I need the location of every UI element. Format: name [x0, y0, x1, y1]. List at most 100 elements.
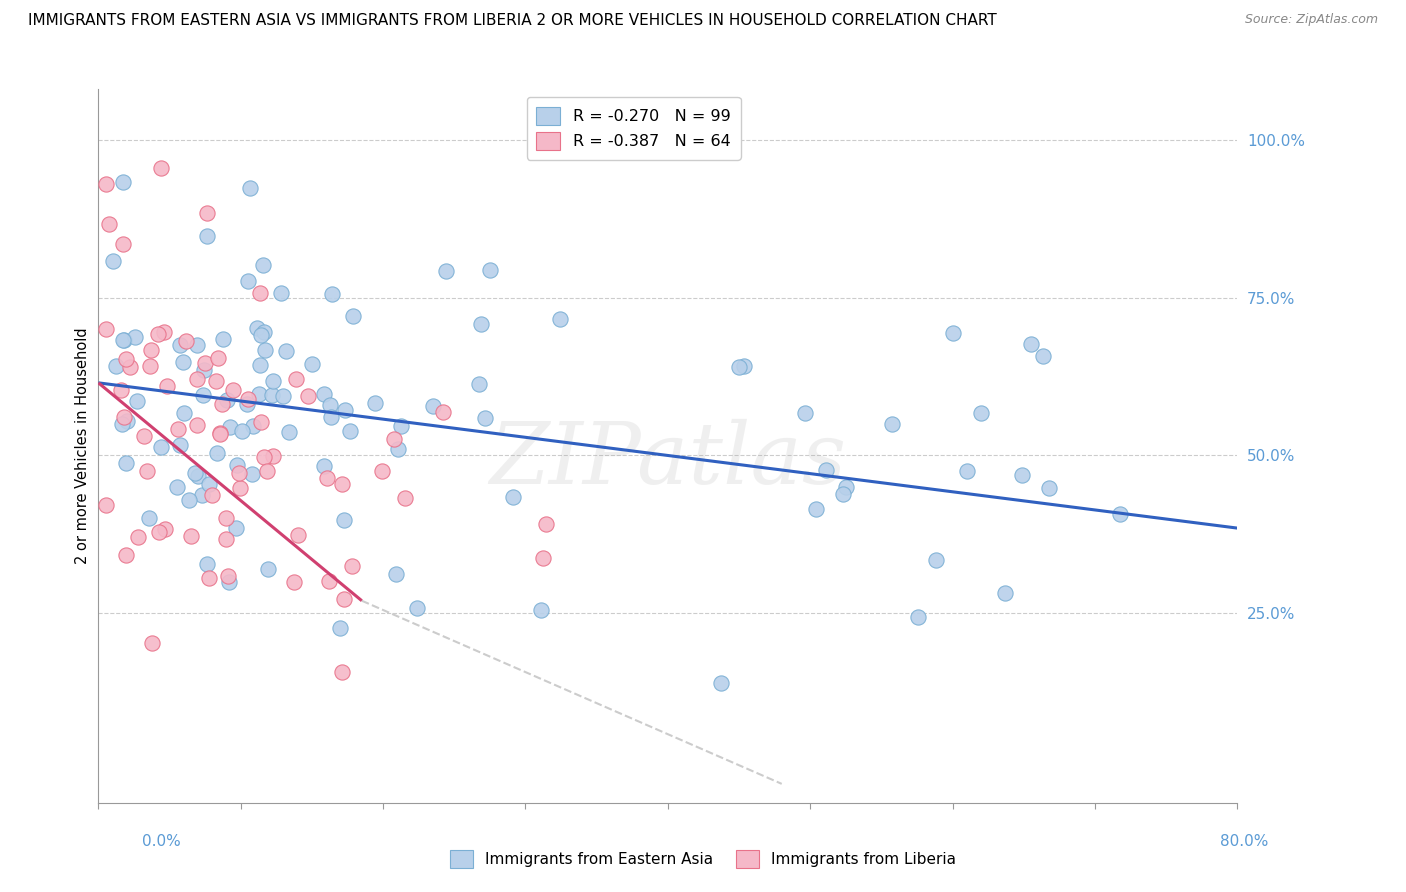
Point — [195, 228, 218, 243]
Point — [956, 464, 979, 478]
Point — [177, 493, 200, 508]
Point — [321, 286, 343, 301]
Point — [111, 417, 134, 431]
Point — [111, 175, 134, 189]
Point — [98, 217, 121, 231]
Point — [794, 406, 817, 420]
Point — [187, 468, 209, 483]
Text: IMMIGRANTS FROM EASTERN ASIA VS IMMIGRANTS FROM LIBERIA 2 OR MORE VEHICLES IN HO: IMMIGRANTS FROM EASTERN ASIA VS IMMIGRAN… — [28, 13, 997, 29]
Point — [180, 529, 202, 543]
Point — [339, 424, 361, 438]
Point — [215, 510, 238, 524]
Point — [804, 501, 827, 516]
Point — [283, 575, 305, 590]
Point — [434, 264, 457, 278]
Point — [148, 524, 170, 539]
Point — [156, 379, 179, 393]
Point — [880, 417, 903, 431]
Point — [209, 425, 232, 440]
Point — [186, 372, 208, 386]
Point — [94, 498, 117, 512]
Point — [236, 397, 259, 411]
Point — [942, 326, 965, 341]
Point — [215, 393, 238, 408]
Point — [534, 517, 557, 532]
Point — [925, 553, 948, 567]
Point — [209, 427, 232, 442]
Point — [240, 467, 263, 482]
Point — [389, 418, 412, 433]
Point — [239, 181, 262, 195]
Point — [114, 456, 136, 470]
Point — [124, 329, 146, 343]
Point — [835, 480, 858, 494]
Point — [249, 358, 271, 372]
Point — [112, 333, 135, 347]
Text: Source: ZipAtlas.com: Source: ZipAtlas.com — [1244, 13, 1378, 27]
Point — [394, 491, 416, 505]
Point — [201, 487, 224, 501]
Point — [120, 360, 142, 375]
Point — [112, 410, 135, 425]
Point — [733, 359, 755, 373]
Point — [215, 533, 238, 547]
Point — [318, 398, 340, 412]
Point — [969, 406, 991, 420]
Legend: R = -0.270   N = 99, R = -0.387   N = 64: R = -0.270 N = 99, R = -0.387 N = 64 — [527, 97, 741, 160]
Point — [207, 445, 229, 459]
Point — [115, 414, 138, 428]
Point — [262, 374, 284, 388]
Point — [198, 477, 221, 491]
Point — [204, 374, 226, 388]
Point — [1108, 507, 1130, 521]
Point — [832, 487, 855, 501]
Point — [222, 383, 245, 397]
Point — [253, 343, 276, 357]
Point — [96, 177, 118, 191]
Point — [332, 592, 354, 607]
Point — [246, 320, 269, 334]
Point — [127, 394, 149, 409]
Point — [141, 343, 163, 357]
Point — [115, 549, 138, 563]
Point — [502, 490, 524, 504]
Point — [284, 372, 307, 386]
Point — [814, 463, 837, 477]
Text: ZIPatlas: ZIPatlas — [489, 419, 846, 501]
Point — [287, 528, 309, 542]
Point — [382, 432, 405, 446]
Point — [312, 387, 335, 401]
Point — [1032, 349, 1054, 363]
Point — [363, 396, 385, 410]
Point — [256, 561, 278, 575]
Point — [467, 376, 489, 391]
Point — [253, 325, 276, 339]
Point — [174, 334, 197, 348]
Point — [530, 602, 553, 616]
Point — [152, 325, 174, 339]
Point — [186, 417, 208, 432]
Point — [226, 458, 249, 472]
Point — [193, 388, 215, 402]
Point — [172, 354, 194, 368]
Point — [387, 442, 409, 456]
Point — [184, 466, 207, 480]
Point — [548, 311, 571, 326]
Point — [385, 567, 408, 582]
Point — [236, 392, 259, 406]
Point — [105, 359, 128, 373]
Point — [1019, 337, 1042, 351]
Point — [340, 558, 363, 573]
Point — [127, 530, 149, 544]
Point — [1038, 481, 1060, 495]
Point — [247, 387, 270, 401]
Point — [135, 464, 157, 478]
Point — [141, 636, 163, 650]
Point — [149, 161, 172, 175]
Point — [207, 351, 229, 365]
Point — [134, 429, 156, 443]
Point — [194, 356, 217, 370]
Point — [138, 511, 160, 525]
Point — [330, 477, 353, 491]
Point — [166, 480, 188, 494]
